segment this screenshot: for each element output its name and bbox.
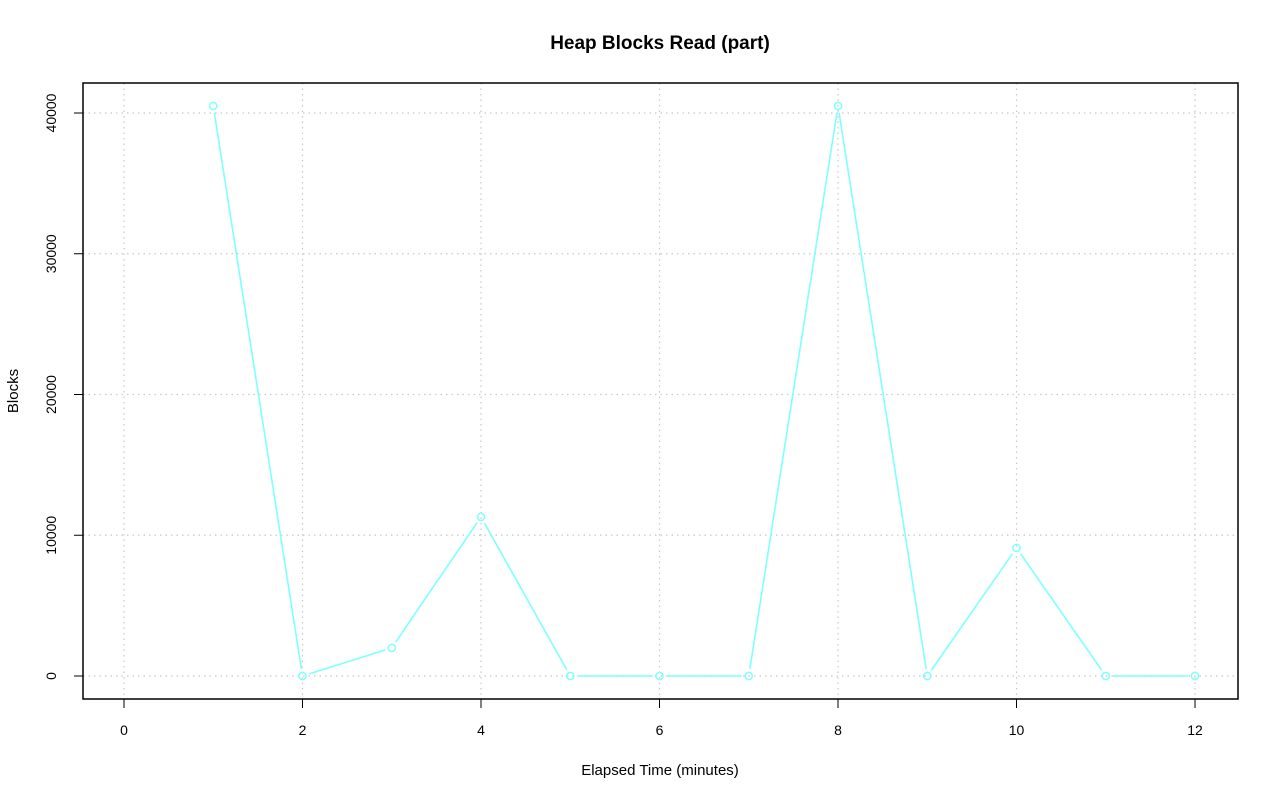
- data-point: [922, 671, 932, 681]
- data-point: [1190, 671, 1200, 681]
- series-segment: [483, 522, 568, 671]
- series-segment: [395, 522, 478, 643]
- data-point: [565, 671, 575, 681]
- chart-title: Heap Blocks Read (part): [550, 33, 770, 54]
- y-tick-label: 0: [43, 672, 59, 680]
- y-tick-label: 40000: [43, 93, 59, 132]
- data-point: [208, 101, 218, 111]
- data-point: [1012, 543, 1021, 553]
- data-point: [1101, 671, 1111, 681]
- series-segment: [1019, 553, 1103, 671]
- series-segment: [308, 649, 386, 675]
- y-tick-label: 20000: [43, 375, 59, 414]
- plot-frame: [82, 82, 1239, 700]
- y-tick-label: 30000: [43, 234, 59, 273]
- data-point: [744, 671, 754, 681]
- series-segment: [838, 112, 927, 670]
- y-axis: 0 10000 20000 30000 40000: [43, 93, 83, 680]
- series-segment: [930, 553, 1014, 671]
- x-tick-label: 0: [120, 722, 128, 738]
- series-layer: [208, 101, 1200, 681]
- x-tick-label: 4: [477, 722, 485, 738]
- series-segment: [749, 112, 838, 670]
- x-axis: 0 2 4 6 8 10 12: [120, 699, 1203, 738]
- series-line: [208, 101, 1200, 681]
- x-tick-label: 10: [1009, 722, 1025, 738]
- data-point: [387, 643, 397, 653]
- data-point: [298, 671, 307, 681]
- x-tick-label: 6: [656, 722, 664, 738]
- data-point: [476, 512, 486, 522]
- x-tick-label: 2: [299, 722, 307, 738]
- data-point: [655, 671, 664, 681]
- y-tick-label: 10000: [43, 516, 59, 555]
- data-point: [833, 101, 843, 111]
- x-axis-label: Elapsed Time (minutes): [581, 762, 739, 779]
- x-tick-label: 8: [834, 722, 842, 738]
- series-segment: [213, 112, 303, 670]
- y-axis-label: Blocks: [5, 369, 22, 413]
- x-tick-label: 12: [1187, 722, 1203, 738]
- grid-lines: [83, 83, 1238, 699]
